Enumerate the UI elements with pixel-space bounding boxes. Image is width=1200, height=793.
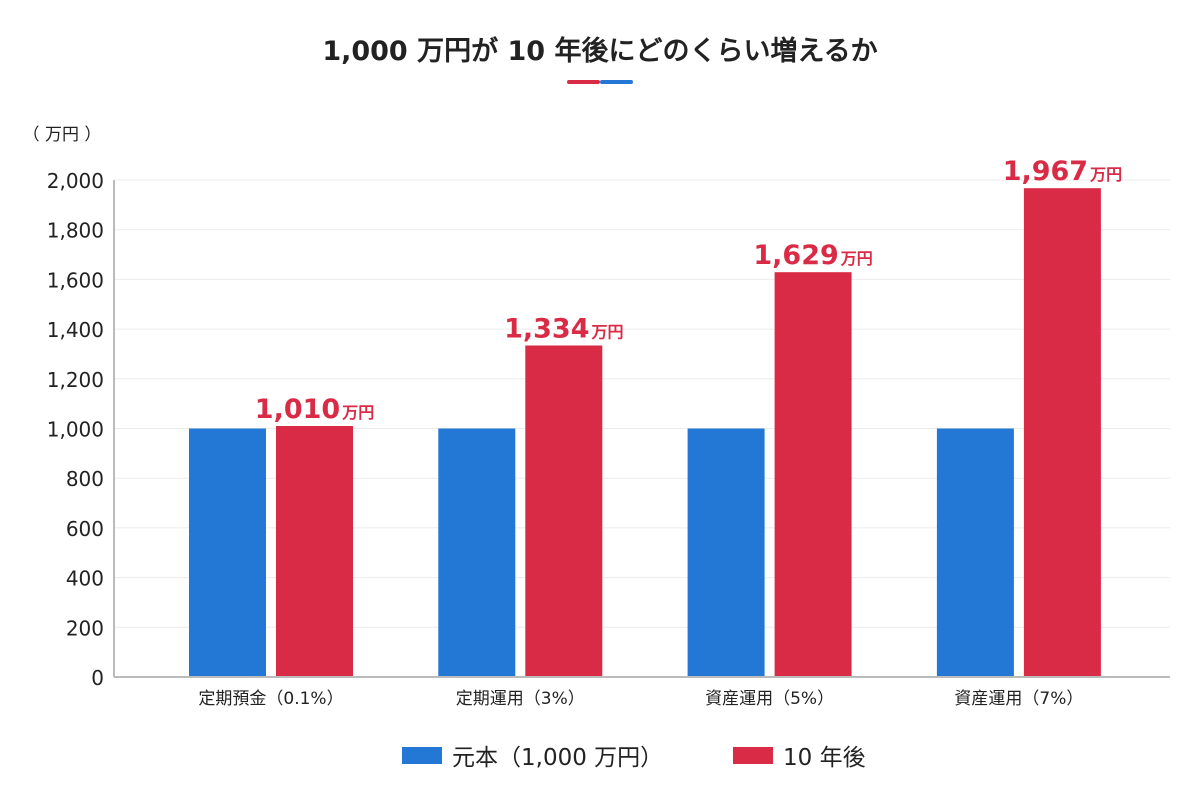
bar-after-10-years [1023,188,1101,677]
data-label-unit: 万円 [1089,165,1122,184]
legend-label-after10: 10 年後 [783,745,866,771]
bar-after-10-years [774,272,852,677]
y-tick-label: 1,400 [47,318,104,342]
y-axis-label: （ 万円 ） [23,125,102,145]
x-tick-label: 資産運用（7%） [954,689,1083,709]
y-tick-label: 1,200 [47,368,104,392]
y-tick-label: 600 [66,517,104,541]
y-tick-label: 1,600 [47,268,104,292]
y-tick-label: 1,000 [47,418,104,442]
legend-label-principal: 元本（1,000 万円） [452,745,663,771]
bar-after-10-years [525,345,603,677]
y-tick-label: 2,000 [47,169,104,193]
data-label: 1,967 万円 [1003,156,1122,187]
bar-principal [189,428,266,677]
title-underline-blue [600,80,633,84]
y-tick-label: 1,800 [47,219,104,243]
bar-principal [438,428,516,677]
data-label-value: 1,334 [504,314,589,345]
data-label: 1,629 万円 [753,240,872,271]
y-tick-label: 800 [66,467,104,491]
y-tick-label: 400 [66,567,104,591]
x-tick-label: 定期運用（3%） [456,689,585,709]
data-label-value: 1,010 [255,394,340,425]
y-tick-label: 200 [66,616,104,640]
data-label-value: 1,629 [753,240,838,271]
y-tick-label: 0 [91,666,104,690]
bar-principal [687,428,765,677]
chart-title: 1,000 万円が 10 年後にどのくらい増えるか [322,35,877,67]
data-label-value: 1,967 [1003,156,1088,187]
data-label-unit: 万円 [840,249,873,268]
data-label: 1,334 万円 [504,314,623,345]
legend-swatch-principal [402,747,442,764]
title-underline-red [567,80,600,84]
data-label-unit: 万円 [590,323,623,342]
x-tick-label: 資産運用（5%） [705,689,834,709]
x-tick-label: 定期預金（0.1%） [198,689,343,709]
data-label-unit: 万円 [341,403,374,422]
bar-principal [936,428,1014,677]
data-label: 1,010 万円 [255,394,374,425]
legend-swatch-after10 [733,747,773,764]
legend: 元本（1,000 万円） 10 年後 [402,745,866,771]
bar-after-10-years [276,426,353,677]
